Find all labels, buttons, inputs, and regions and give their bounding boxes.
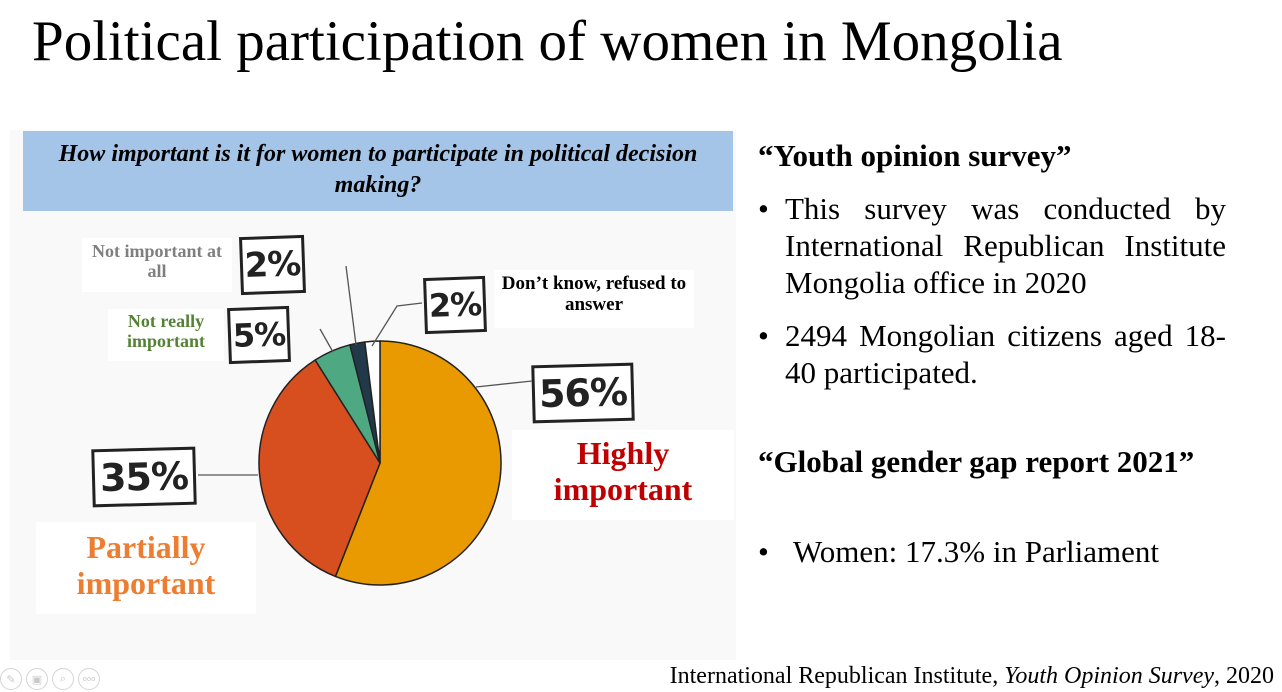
survey-bullets: This survey was conducted by Internation… (758, 190, 1226, 407)
gender-gap-bullet-1: Women: 17.3% in Parliament (758, 533, 1226, 570)
pct-badge-partially-important: 35% (91, 446, 197, 508)
zoom-icon[interactable]: ⌕ (52, 668, 74, 690)
label-dont-know: Don’t know, refused to answer (494, 270, 694, 328)
citation: International Republican Institute, Yout… (670, 660, 1274, 692)
presentation-toolbar: ✎ ▣ ⌕ ooo (0, 668, 100, 690)
citation-title: Youth Opinion Survey (1004, 663, 1214, 689)
pct-badge-dont-know: 2% (423, 275, 487, 335)
survey-bullet-1: This survey was conducted by Internation… (758, 190, 1226, 301)
pen-icon[interactable]: ✎ (0, 668, 22, 690)
label-not-important-at-all: Not important at all (82, 238, 232, 292)
label-partially-important: Partially important (36, 522, 256, 614)
label-highly-important: Highly important (512, 430, 734, 520)
slides-icon[interactable]: ▣ (26, 668, 48, 690)
chart-question: How important is it for women to partici… (23, 131, 733, 211)
survey-bullet-2: 2494 Mongolian citizens aged 18-40 parti… (758, 317, 1226, 391)
slide-title: Political participation of women in Mong… (32, 10, 1063, 73)
citation-prefix: International Republican Institute, (669, 663, 1005, 689)
survey-heading: “Youth opinion survey” (758, 138, 1072, 173)
gender-gap-heading: “Global gender gap report 2021” (758, 444, 1195, 479)
citation-suffix: , 2020 (1214, 663, 1274, 689)
gender-gap-bullets: Women: 17.3% in Parliament (758, 533, 1226, 586)
pct-badge-not-really-important: 5% (227, 305, 291, 365)
label-not-really-important: Not really important (108, 309, 224, 361)
pct-badge-highly-important: 56% (531, 362, 635, 424)
pct-badge-not-important-at-all: 2% (239, 234, 306, 296)
more-icon[interactable]: ooo (78, 668, 100, 690)
